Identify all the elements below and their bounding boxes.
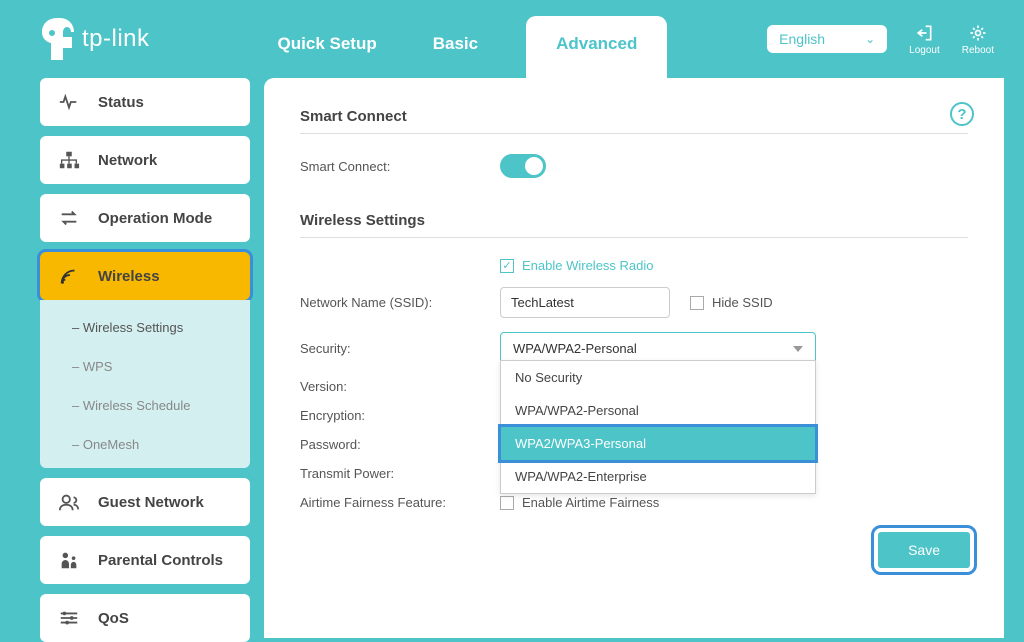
sidebar-item-parental[interactable]: Parental Controls bbox=[40, 536, 250, 584]
sub-item-wps[interactable]: – WPS bbox=[40, 347, 250, 386]
header-right: English ⌄ Logout Reboot bbox=[767, 23, 994, 56]
checkbox-airtime[interactable]: ✓ bbox=[500, 496, 514, 510]
label-airtime: Airtime Fairness Feature: bbox=[300, 495, 500, 510]
logout-button[interactable]: Logout bbox=[909, 23, 940, 56]
wifi-icon bbox=[58, 266, 80, 286]
label-airtime-enable: Enable Airtime Fairness bbox=[522, 495, 659, 510]
content-panel: ? Smart Connect Smart Connect: Wireless … bbox=[264, 78, 1004, 638]
security-dropdown: No Security WPA/WPA2-Personal WPA2/WPA3-… bbox=[500, 360, 816, 494]
nav-tabs: Quick Setup Basic Advanced bbox=[270, 0, 668, 78]
tab-advanced[interactable]: Advanced bbox=[526, 16, 667, 78]
checkbox-enable-radio[interactable]: ✓ bbox=[500, 259, 514, 273]
reboot-button[interactable]: Reboot bbox=[962, 23, 994, 56]
label-password: Password: bbox=[300, 437, 500, 452]
main: Status Network Operation Mode Wireless –… bbox=[0, 78, 1024, 642]
parental-icon bbox=[58, 550, 80, 570]
brand-text: tp-link bbox=[82, 25, 150, 53]
sidebar-submenu-wireless: – Wireless Settings – WPS – Wireless Sch… bbox=[40, 300, 250, 468]
security-option-none[interactable]: No Security bbox=[501, 361, 815, 394]
sub-item-onemesh[interactable]: – OneMesh bbox=[40, 425, 250, 464]
label-transmit: Transmit Power: bbox=[300, 466, 500, 481]
sidebar-item-qos[interactable]: QoS bbox=[40, 594, 250, 642]
input-ssid[interactable] bbox=[500, 287, 670, 318]
logout-icon bbox=[913, 23, 935, 43]
sidebar-item-network[interactable]: Network bbox=[40, 136, 250, 184]
pulse-icon bbox=[58, 92, 80, 112]
label-enable-radio: Enable Wireless Radio bbox=[522, 258, 654, 273]
sidebar-item-guest[interactable]: Guest Network bbox=[40, 478, 250, 526]
logo: tp-link bbox=[40, 18, 150, 60]
sidebar-item-wireless[interactable]: Wireless bbox=[40, 252, 250, 300]
chevron-down-icon: ⌄ bbox=[865, 32, 875, 46]
tplink-logo-icon bbox=[40, 18, 74, 60]
reboot-icon bbox=[967, 23, 989, 43]
help-icon[interactable]: ? bbox=[950, 102, 974, 126]
dropdown-arrow-icon bbox=[793, 346, 803, 352]
security-option-wpa2-wpa3[interactable]: WPA2/WPA3-Personal bbox=[501, 427, 815, 460]
tab-quick-setup[interactable]: Quick Setup bbox=[270, 34, 385, 78]
sidebar: Status Network Operation Mode Wireless –… bbox=[40, 78, 250, 642]
sub-item-wireless-schedule[interactable]: – Wireless Schedule bbox=[40, 386, 250, 425]
language-value: English bbox=[779, 31, 825, 47]
cycle-icon bbox=[58, 208, 80, 228]
label-hide-ssid: Hide SSID bbox=[712, 295, 773, 310]
sitemap-icon bbox=[58, 150, 80, 170]
label-smart-connect: Smart Connect: bbox=[300, 159, 500, 174]
sidebar-item-operation[interactable]: Operation Mode bbox=[40, 194, 250, 242]
sidebar-item-status[interactable]: Status bbox=[40, 78, 250, 126]
users-icon bbox=[58, 492, 80, 512]
tab-basic[interactable]: Basic bbox=[425, 34, 486, 78]
label-security: Security: bbox=[300, 341, 500, 356]
toggle-smart-connect[interactable] bbox=[500, 154, 546, 178]
label-encryption: Encryption: bbox=[300, 408, 500, 423]
label-ssid: Network Name (SSID): bbox=[300, 295, 500, 310]
header: tp-link Quick Setup Basic Advanced Engli… bbox=[0, 0, 1024, 78]
label-version: Version: bbox=[300, 379, 500, 394]
qos-icon bbox=[58, 608, 80, 628]
save-button[interactable]: Save bbox=[878, 532, 970, 568]
language-select[interactable]: English ⌄ bbox=[767, 25, 887, 53]
section-title-smart-connect: Smart Connect bbox=[300, 108, 968, 134]
sub-item-wireless-settings[interactable]: – Wireless Settings bbox=[40, 308, 250, 347]
checkbox-hide-ssid[interactable]: ✓ bbox=[690, 296, 704, 310]
security-option-enterprise[interactable]: WPA/WPA2-Enterprise bbox=[501, 460, 815, 493]
section-title-wireless: Wireless Settings bbox=[300, 212, 968, 238]
security-option-wpa-wpa2[interactable]: WPA/WPA2-Personal bbox=[501, 394, 815, 427]
